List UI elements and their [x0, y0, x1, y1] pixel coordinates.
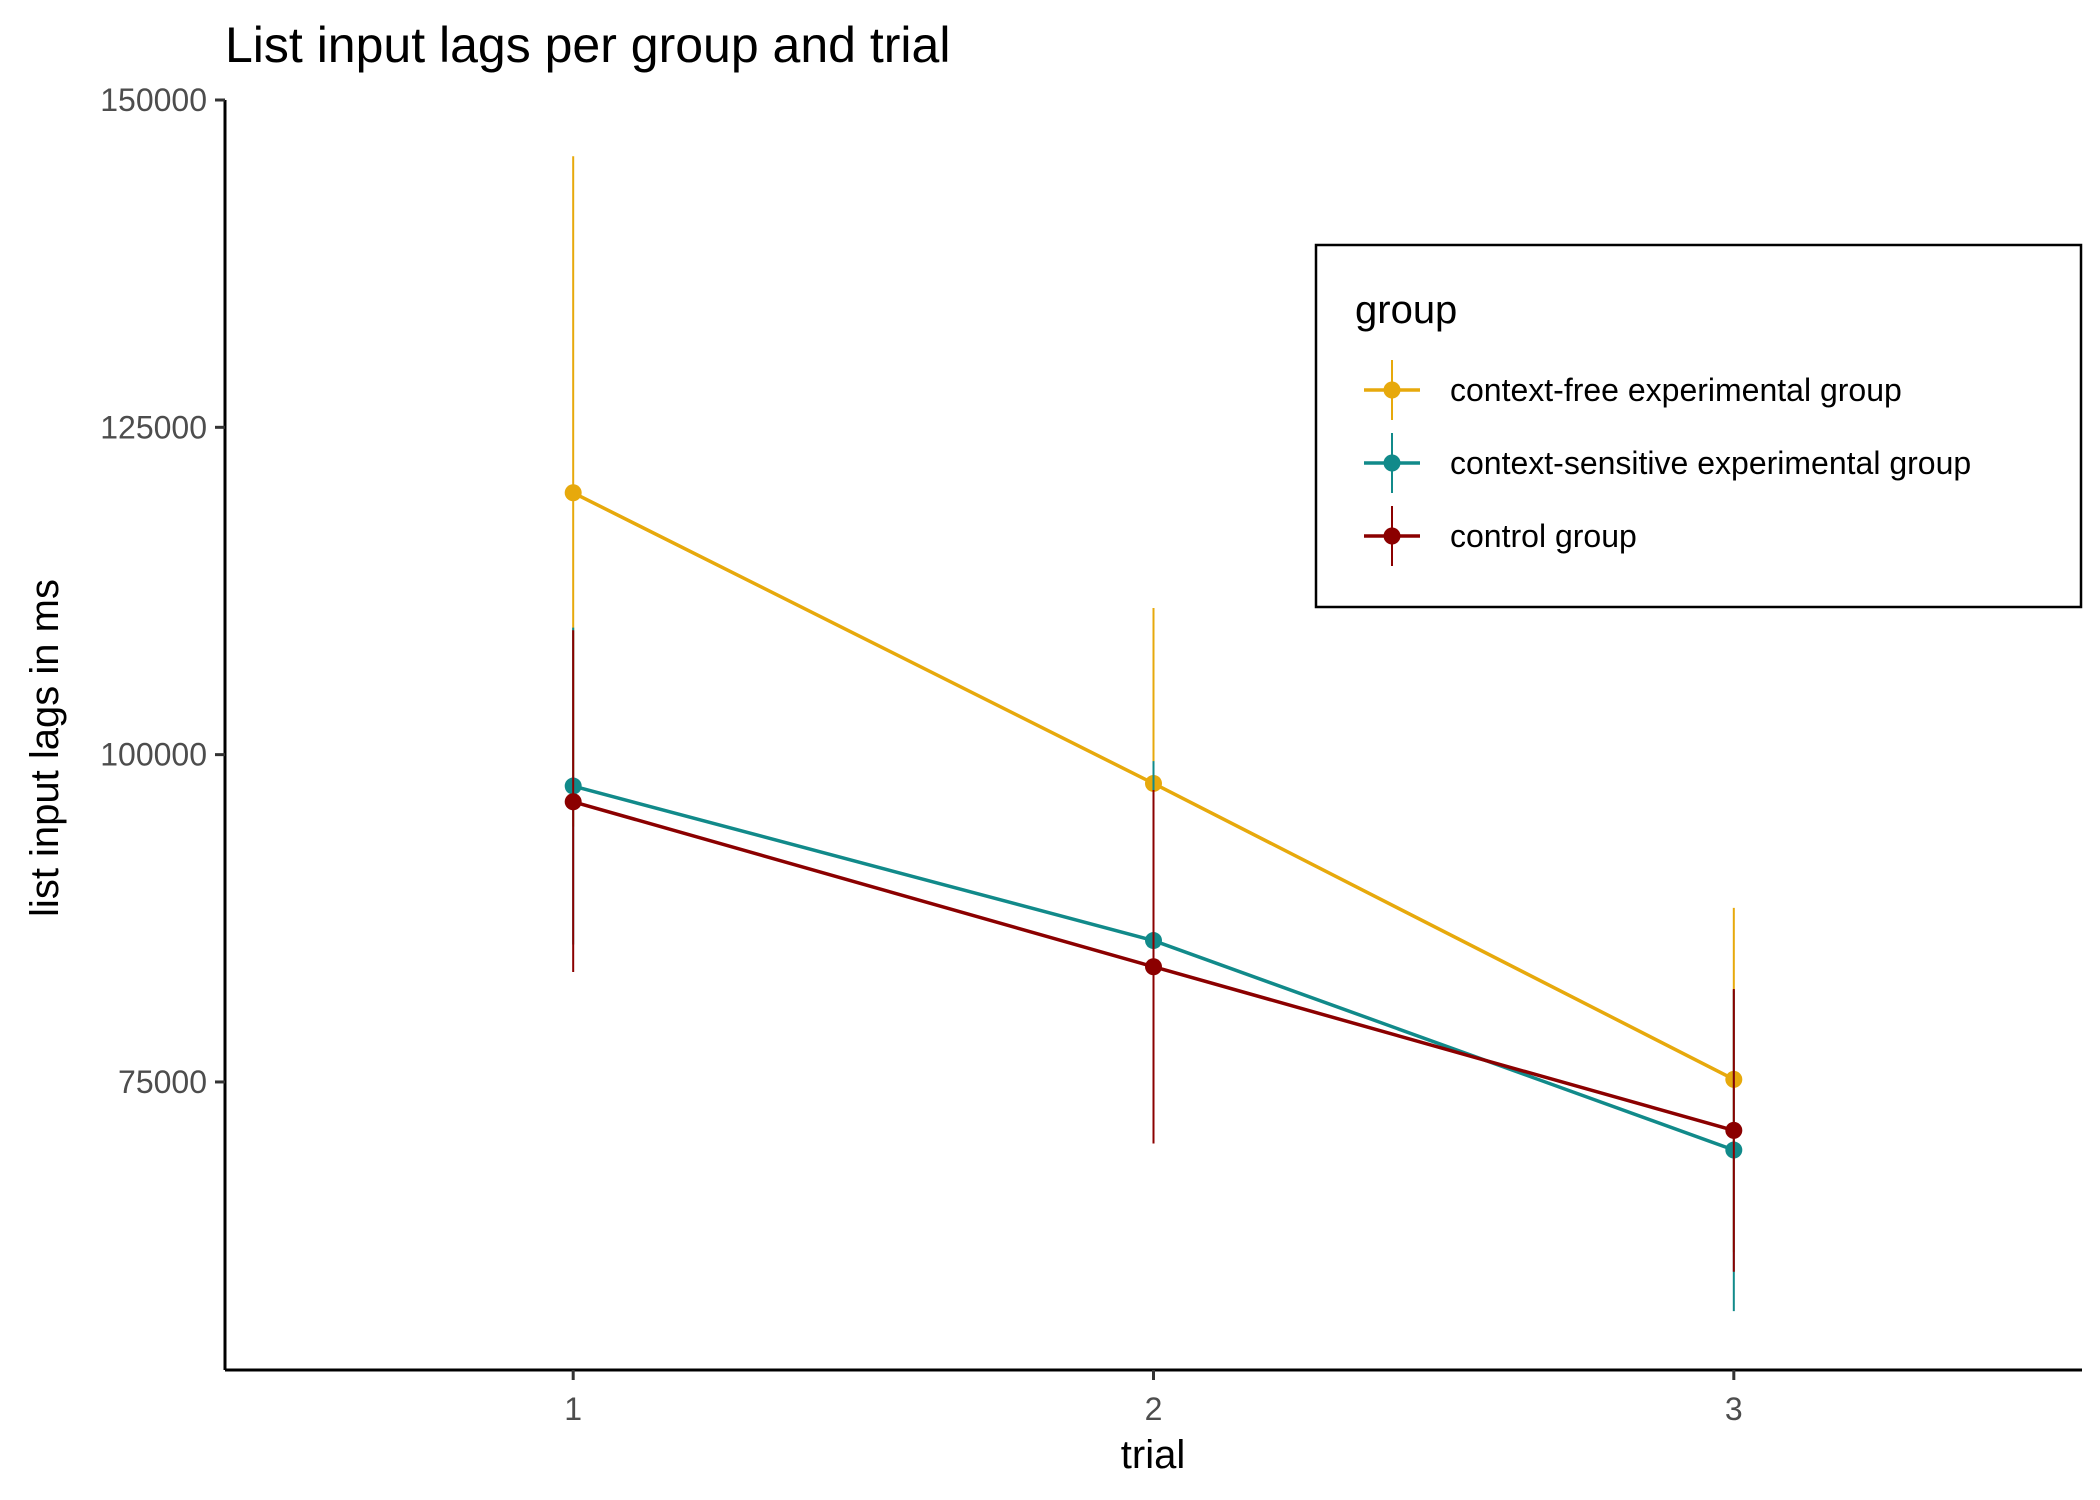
x-tick-label: 1: [564, 1391, 582, 1427]
legend-label: control group: [1450, 518, 1637, 554]
data-point: [564, 793, 582, 811]
y-axis-title: list input lags in ms: [23, 579, 67, 917]
legend-label: context-free experimental group: [1450, 372, 1902, 408]
legend-title: group: [1355, 288, 1457, 332]
y-tick-label: 125000: [100, 409, 207, 445]
legend-key-point: [1383, 527, 1401, 545]
y-tick-label: 150000: [100, 82, 207, 118]
data-point: [1145, 958, 1162, 976]
data-point: [564, 484, 582, 502]
data-point: [1725, 1121, 1743, 1139]
series-3: [564, 630, 1743, 1272]
x-tick-label: 2: [1145, 1391, 1163, 1427]
legend-item: context-sensitive experimental group: [1364, 433, 1971, 493]
y-tick-label: 75000: [118, 1064, 207, 1100]
x-axis-ticks: 1 2 3: [564, 1370, 1743, 1427]
x-axis-title: trial: [1121, 1433, 1185, 1477]
legend-key-point: [1383, 454, 1401, 472]
legend-label: context-sensitive experimental group: [1450, 445, 1971, 481]
legend-item: control group: [1364, 506, 1637, 566]
legend-key-point: [1383, 381, 1401, 399]
legend-box: [1314, 243, 2083, 609]
x-tick-label: 3: [1725, 1391, 1743, 1427]
y-tick-label: 100000: [100, 737, 207, 773]
chart-title: List input lags per group and trial: [225, 17, 950, 73]
plot-area: [564, 156, 1743, 1312]
y-axis-ticks: 75000 100000 125000 150000: [100, 82, 225, 1100]
legend-item: context-free experimental group: [1364, 360, 1902, 420]
legend: group context-free experimental groupcon…: [1314, 243, 2083, 609]
legend-items: context-free experimental group context-s…: [1364, 360, 1971, 566]
